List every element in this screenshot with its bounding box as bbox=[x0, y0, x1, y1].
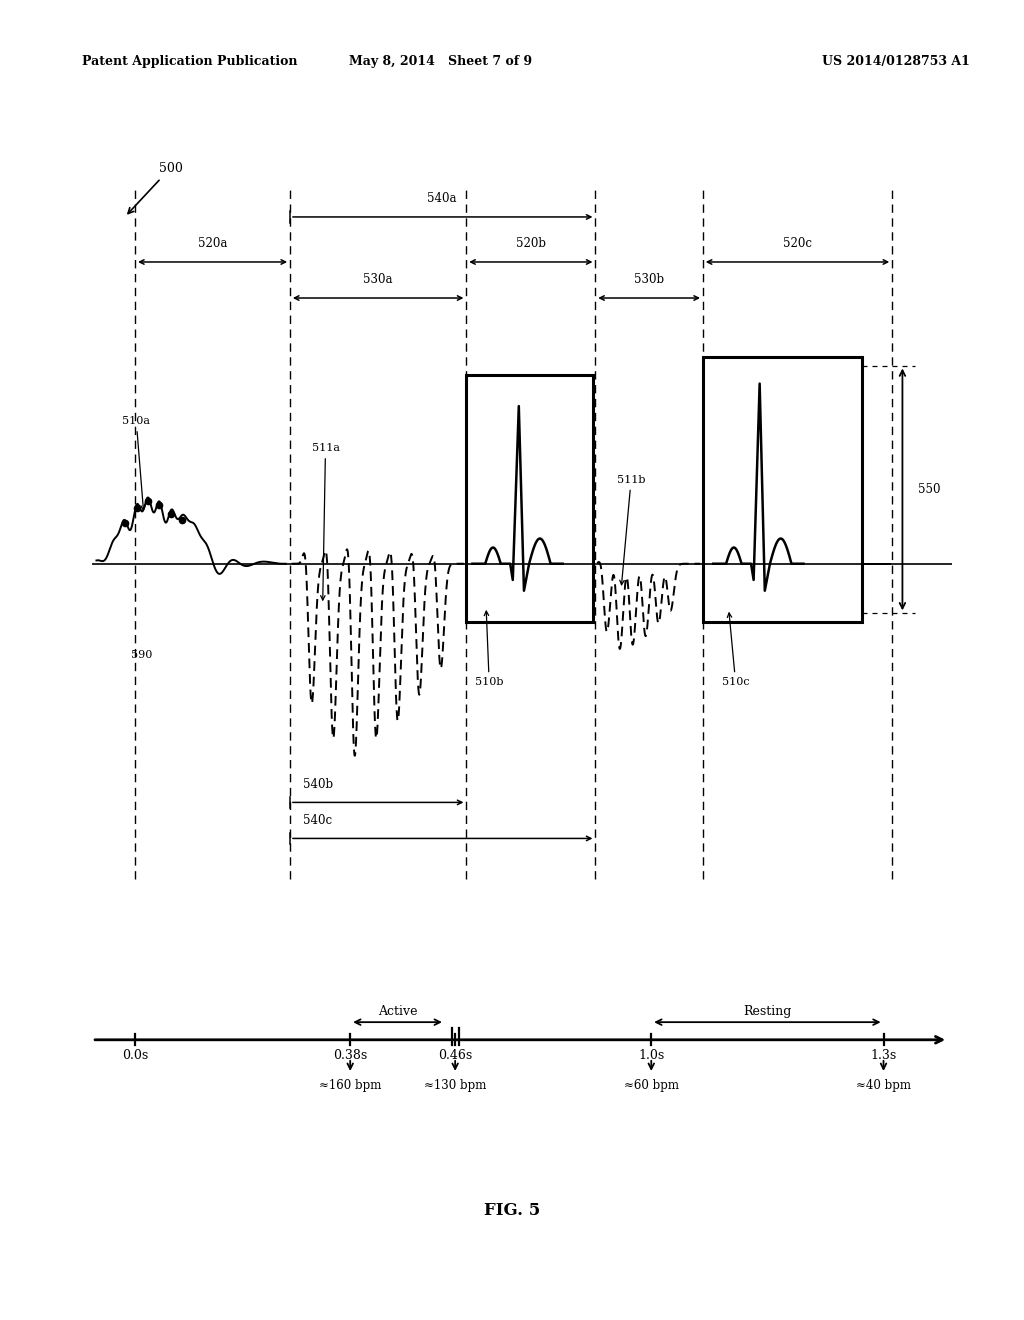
Text: May 8, 2014   Sheet 7 of 9: May 8, 2014 Sheet 7 of 9 bbox=[349, 55, 531, 69]
Bar bbox=[466, 375, 593, 622]
Text: 510a: 510a bbox=[122, 416, 151, 510]
Text: 500: 500 bbox=[159, 161, 182, 174]
Text: 510b: 510b bbox=[475, 611, 504, 688]
Text: 540b: 540b bbox=[303, 777, 333, 791]
Text: 520a: 520a bbox=[198, 238, 227, 251]
Text: 511a: 511a bbox=[311, 444, 340, 601]
Text: US 2014/0128753 A1: US 2014/0128753 A1 bbox=[822, 55, 970, 69]
Bar bbox=[702, 356, 862, 622]
Text: 540c: 540c bbox=[303, 813, 332, 826]
Text: ≈160 bpm: ≈160 bpm bbox=[319, 1078, 381, 1092]
Text: 530a: 530a bbox=[364, 273, 393, 286]
Text: 520b: 520b bbox=[516, 238, 546, 251]
Text: ≈40 bpm: ≈40 bpm bbox=[856, 1078, 911, 1092]
Text: 590: 590 bbox=[131, 651, 153, 660]
Text: 530b: 530b bbox=[634, 273, 665, 286]
Text: 1.3s: 1.3s bbox=[870, 1049, 897, 1063]
Text: Resting: Resting bbox=[743, 1005, 792, 1018]
Text: 520c: 520c bbox=[783, 238, 812, 251]
Text: 0.46s: 0.46s bbox=[438, 1049, 472, 1063]
Text: ≈130 bpm: ≈130 bpm bbox=[424, 1078, 486, 1092]
Text: ≈60 bpm: ≈60 bpm bbox=[624, 1078, 679, 1092]
Text: 510c: 510c bbox=[722, 612, 750, 688]
Text: 1.0s: 1.0s bbox=[638, 1049, 665, 1063]
Text: 0.38s: 0.38s bbox=[333, 1049, 368, 1063]
Text: 540a: 540a bbox=[427, 193, 457, 205]
Text: 0.0s: 0.0s bbox=[122, 1049, 148, 1063]
Text: Patent Application Publication: Patent Application Publication bbox=[82, 55, 297, 69]
Text: Active: Active bbox=[378, 1005, 417, 1018]
Text: FIG. 5: FIG. 5 bbox=[484, 1203, 540, 1218]
Text: 511b: 511b bbox=[616, 475, 645, 585]
Text: 550: 550 bbox=[918, 483, 940, 496]
